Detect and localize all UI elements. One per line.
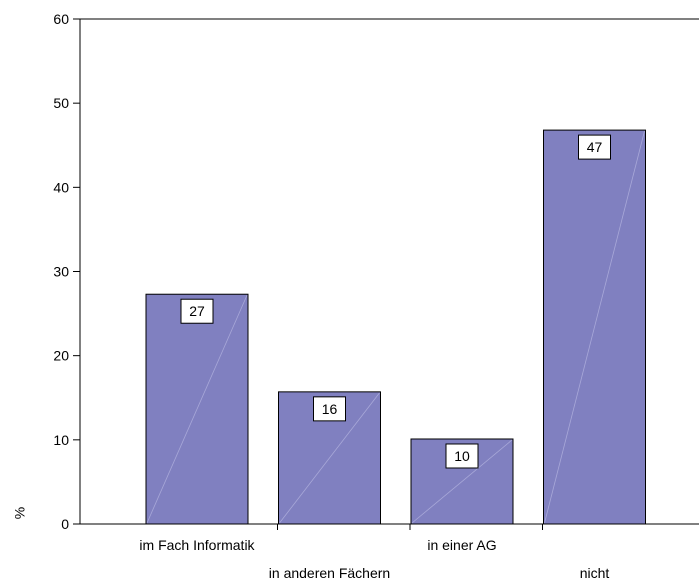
- y-tick-label: 40: [53, 179, 69, 195]
- x-category-label: in einer AG: [427, 537, 496, 553]
- data-label-box: [445, 443, 479, 469]
- data-label-box: [180, 298, 214, 324]
- bar-diagonal: [544, 131, 645, 524]
- bar-diagonal: [279, 392, 380, 524]
- y-tick-label: 50: [53, 95, 69, 111]
- x-axis-ticks: im Fach Informatik in anderen Fächern in e…: [139, 524, 609, 581]
- y-axis-title: %: [12, 507, 28, 519]
- data-label-box: [313, 396, 346, 422]
- data-label: 16: [322, 401, 338, 417]
- data-labels: 27 16 10 47: [180, 134, 611, 469]
- data-label: 47: [587, 139, 603, 155]
- y-tick-label: 10: [53, 432, 69, 448]
- y-tick-label: 20: [53, 348, 69, 364]
- data-label: 27: [189, 303, 205, 319]
- bars: [145, 129, 646, 525]
- y-tick-label: 0: [61, 516, 69, 532]
- x-category-label: in anderen Fächern: [269, 565, 390, 581]
- y-axis-ticks: 0 10 20 30 40 50 60: [53, 11, 80, 532]
- x-category-label: im Fach Informatik: [139, 537, 255, 553]
- data-label-box: [578, 134, 611, 160]
- x-category-label: nicht: [580, 565, 610, 581]
- y-tick-label: 30: [53, 264, 69, 280]
- y-tick-label: 60: [53, 11, 69, 27]
- data-label: 10: [454, 448, 470, 464]
- bar-diagonal: [146, 295, 248, 524]
- bar-diagonal: [411, 439, 513, 524]
